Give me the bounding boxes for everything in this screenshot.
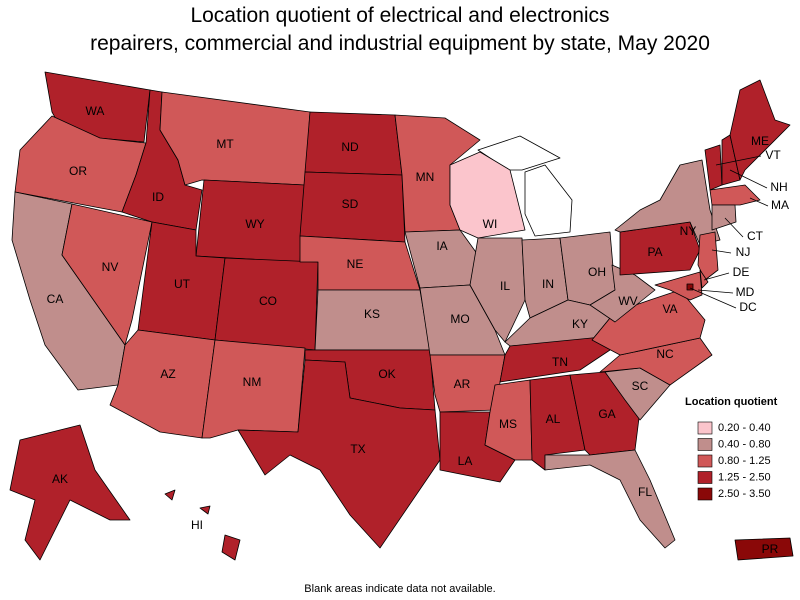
state-label: AK [52, 472, 68, 486]
callout-line [689, 287, 737, 309]
state-shape [61, 203, 153, 346]
state-label: DC [739, 300, 757, 314]
state-label: CA [47, 292, 64, 306]
state-label: ND [341, 140, 359, 154]
state-label: GA [598, 407, 615, 421]
state-label: KY [572, 317, 588, 331]
state-label: AR [454, 377, 471, 391]
state-shape [697, 231, 719, 281]
labels: WA OR CA NV ID MT WY UT CO AZ NM ND SD NE KS OK TX MN IA MO… [47, 104, 789, 556]
state-label: MT [216, 137, 234, 151]
state-label: MA [771, 198, 789, 212]
legend-swatch [697, 471, 713, 484]
state-label: OK [378, 367, 395, 381]
state-label: NV [102, 260, 119, 274]
state-shape [429, 354, 506, 413]
callout-line [724, 217, 744, 238]
state-label: VT [765, 148, 781, 162]
callout-line [697, 289, 734, 294]
legend-swatch [697, 487, 713, 501]
state-label: AZ [160, 367, 175, 381]
title-line: repairers, commercial and industrial equ… [90, 32, 710, 55]
footnote: Blank areas indicate data not available. [304, 583, 495, 595]
state-label: PA [647, 245, 662, 259]
state-shape [729, 79, 791, 181]
legend-swatch [697, 454, 713, 468]
state-label: WY [245, 217, 264, 231]
state-label: DE [733, 265, 750, 279]
state-label: SD [342, 197, 359, 211]
state-label: WV [618, 294, 637, 308]
states [9, 71, 794, 561]
state-shape [237, 359, 441, 549]
title-line: Location quotient of electrical and elec… [190, 4, 609, 27]
state-shape [614, 159, 721, 246]
state-label: IL [500, 279, 510, 293]
legend-label: 0.40 - 0.80 [718, 438, 771, 450]
state-label: NM [243, 375, 262, 389]
callout-line [703, 272, 730, 281]
callout-line [749, 197, 769, 207]
legend-label: 1.25 - 2.50 [718, 471, 771, 483]
legend-swatch [697, 421, 713, 435]
state-shape [734, 537, 794, 561]
state-label: SC [632, 379, 649, 393]
state-label: KS [364, 307, 380, 321]
state-label: TN [552, 355, 568, 369]
legend: Location quotient 0.20 - 0.40 0.40 - 0.80… [685, 396, 778, 501]
state-shape [449, 151, 526, 239]
state-label: FL [638, 485, 652, 499]
state-shape [589, 264, 656, 323]
state-label: OR [69, 164, 87, 178]
legend-label: 0.20 - 0.40 [718, 422, 771, 434]
callout-line [729, 169, 768, 189]
state-label: MN [416, 170, 435, 184]
state-label: MD [736, 285, 755, 299]
state-label: PR [762, 542, 779, 556]
state-label: NH [770, 180, 787, 194]
state-label: IN [542, 277, 554, 291]
state-shape [109, 329, 216, 439]
state-label: HI [191, 518, 203, 532]
state-label: AL [546, 412, 561, 426]
state-label: NJ [736, 245, 751, 259]
state-shape [419, 284, 506, 356]
state-label: WA [86, 104, 105, 118]
state-label: LA [458, 454, 473, 468]
state-label: WI [483, 217, 498, 231]
state-label: CO [259, 294, 277, 308]
state-label: UT [174, 277, 191, 291]
callout-line [711, 249, 732, 254]
state-label: MO [450, 312, 469, 326]
state-shape [544, 449, 676, 549]
state-label: ME [751, 134, 769, 148]
legend-swatch [697, 438, 713, 451]
legend-title: Location quotient [685, 396, 778, 408]
state-label: VA [662, 302, 677, 316]
callout-line [715, 155, 762, 166]
state-shape [159, 91, 311, 186]
state-shape [164, 489, 241, 561]
no-data-area [524, 164, 573, 237]
state-label: CT [747, 229, 764, 243]
state-label: TX [350, 442, 365, 456]
legend-label: 0.80 - 1.25 [718, 455, 771, 467]
state-label: ID [152, 190, 164, 204]
state-shape [704, 144, 723, 191]
state-shape [9, 424, 131, 561]
state-label: IA [436, 239, 447, 253]
state-shape [654, 271, 703, 301]
state-label: NE [347, 257, 364, 271]
state-label: NY [680, 224, 697, 238]
state-label: MS [499, 417, 517, 431]
state-shape [709, 184, 761, 206]
state-label: OH [588, 265, 606, 279]
legend-label: 2.50 - 3.50 [718, 488, 771, 500]
state-label: NC [656, 347, 674, 361]
